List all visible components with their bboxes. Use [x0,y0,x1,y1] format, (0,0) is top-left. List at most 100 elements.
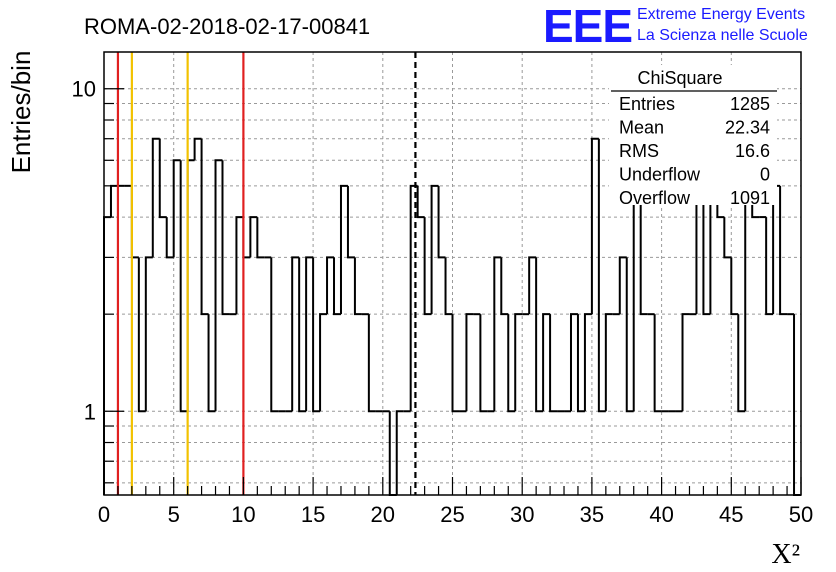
histogram-bin [772,184,781,315]
histogram-bin [597,138,606,413]
histogram-bin [542,313,551,412]
histogram-bin [779,185,788,316]
histogram-bin [653,314,662,413]
logo-text: EEE [543,0,632,52]
stats-title: ChiSquare [637,68,722,88]
histogram-bin [583,313,592,412]
x-tick-label: 45 [719,502,743,527]
eee-logo: EEE Extreme Energy Events La Scienza nel… [543,0,808,52]
axis-ticks [103,88,802,495]
stats-value: 16.6 [735,141,770,161]
histogram-bin [423,217,432,316]
x-tick-label: 50 [789,502,813,527]
histogram-bin [214,159,223,412]
histogram-bin [409,184,418,412]
histogram-bin [326,256,335,315]
x-tick-label: 15 [301,502,325,527]
histogram-bin [151,137,160,258]
histogram-bin [514,313,523,412]
histogram-bin [165,217,174,259]
histogram-bin [200,138,209,316]
histogram-bin [493,256,502,412]
histogram-bin [235,216,244,315]
stats-value: 1285 [730,94,770,114]
histogram-bin [723,217,732,259]
stats-label: RMS [619,141,659,161]
histogram-bin [256,217,265,259]
histogram-bin [319,313,328,412]
histogram-bin [395,410,404,495]
histogram-bin [569,313,578,412]
histogram-bin [221,160,230,316]
histogram-bin [576,314,585,413]
histogram-bin [339,184,348,315]
histogram-bin [172,159,181,258]
histogram-bin [618,256,627,315]
histogram-bin [793,314,801,496]
histogram-bin [507,314,516,413]
histogram-bin [353,257,362,316]
histogram-bin [270,257,279,413]
grid-lines [103,52,802,495]
histogram-bin [298,257,307,413]
x-tick-label: 25 [440,502,464,527]
histogram-bin [193,137,202,161]
histogram-bin [367,314,376,413]
x-tick-label: 40 [649,502,673,527]
histogram-bin [137,257,146,413]
histogram-bin [333,257,341,316]
x-tick-label: 30 [510,502,534,527]
histogram-bin [632,184,641,412]
histogram-bin [416,185,425,219]
histogram-bin [291,256,300,412]
histogram-bin [604,313,613,412]
histogram-bin [305,256,314,412]
stats-box: ChiSquare Entries 1285 Mean 22.34 RMS 16.6 Und… [609,65,777,208]
y-axis-label: Entries/bin [6,51,36,174]
histogram-bin [179,160,188,413]
histogram-bin [702,160,711,316]
histogram-bin [144,256,153,412]
stats-label: Mean [619,118,664,138]
histogram-bin [437,185,446,259]
histogram-bin [312,257,321,413]
logo-line-2: La Scienza nelle Scuole [637,27,808,44]
histogram-bin [444,257,453,316]
y-tick-label: 1 [84,399,96,424]
histogram-bin [249,216,258,258]
x-tick-label: 5 [168,502,180,527]
x-tick-label: 0 [98,502,110,527]
histogram-bin [737,314,746,413]
histogram-bin [765,217,774,316]
stats-value: 22.34 [725,118,770,138]
y-tick-label: 10 [72,77,96,102]
histogram-bin [465,313,474,412]
marker-lines [116,52,417,495]
x-tick-label: 35 [580,502,604,527]
histogram-bin [103,216,111,495]
y-tick-labels: 1 10 [72,77,96,425]
histogram-bin [207,314,216,413]
logo-line-1: Extreme Energy Events [637,6,805,23]
histogram-bin [479,314,488,413]
stats-value: 1091 [730,188,770,208]
histogram-bin [730,257,739,316]
histogram-bin [535,257,544,413]
stats-label: Underflow [619,165,701,185]
x-tick-label: 10 [231,502,255,527]
histogram-bin [625,257,634,413]
stats-label: Overflow [619,188,691,208]
histogram-bin [500,257,509,316]
x-axis-label: X² [771,539,800,570]
histogram-bin [451,314,460,413]
chart-title: ROMA-02-2018-02-17-00841 [84,14,370,39]
stats-box-background [609,65,777,205]
stats-label: Entries [619,94,675,114]
histogram-bin [346,185,355,259]
histogram-bin [639,185,648,316]
histogram-bin [158,138,167,219]
histogram-bin [528,256,537,315]
histogram-bin [549,314,558,413]
histogram-bin [430,184,439,315]
